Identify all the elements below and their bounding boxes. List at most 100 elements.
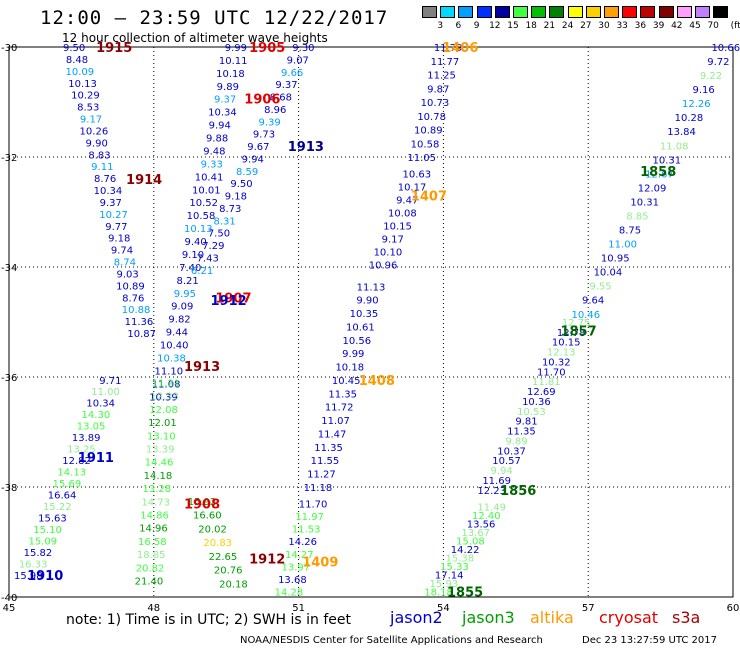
colorbar-tick-label: 27 — [580, 21, 592, 31]
swh-value: 10.40 — [160, 341, 189, 352]
swh-value: 9.16 — [693, 85, 715, 96]
swh-value: 14.30 — [82, 410, 111, 421]
legend-jason2: jason2 — [390, 608, 443, 627]
colorbar-swatch — [440, 6, 456, 18]
swh-value: 10.34 — [208, 108, 237, 119]
swh-value: 11.21 — [152, 379, 181, 390]
swh-value: 7.43 — [197, 253, 219, 264]
swh-value: 14.46 — [145, 458, 174, 469]
swh-value: 10.88 — [122, 305, 151, 316]
swh-value: 9.73 — [253, 130, 275, 141]
colorbar-swatch — [658, 6, 674, 18]
swh-value: 10.13 — [68, 79, 97, 90]
swh-value: 10.73 — [421, 98, 450, 109]
swh-value: 12.13 — [547, 348, 576, 359]
swh-value: 11.35 — [507, 427, 536, 438]
swh-value: 11.08 — [152, 379, 181, 390]
swh-value: 7.29 — [202, 241, 224, 252]
swh-value: 9.90 — [86, 138, 108, 149]
swh-value: 12.82 — [62, 456, 91, 467]
swh-value: 9.18 — [108, 234, 130, 245]
swh-value: 11.55 — [311, 456, 340, 467]
swh-value: 7.50 — [208, 229, 230, 240]
swh-value: 9.88 — [206, 134, 228, 145]
colorbar-tick-label: 45 — [689, 21, 701, 31]
colorbar-tick-label: 3 — [437, 21, 444, 31]
swh-value: 10.34 — [94, 186, 123, 197]
swh-value: 9.99 — [342, 349, 364, 360]
swh-value: 10.58 — [411, 139, 440, 150]
colorbar-swatch — [494, 6, 510, 18]
colorbar-swatch — [622, 6, 638, 18]
swh-value: 9.89 — [217, 82, 239, 93]
swh-value: 9.07 — [287, 55, 309, 66]
swh-value: 8.73 — [219, 204, 241, 215]
colorbar-swatch — [513, 6, 528, 18]
colorbar-tick-label: 24 — [561, 21, 574, 31]
swh-value: 11.70 — [537, 367, 566, 378]
swh-value: 10.52 — [189, 198, 218, 209]
swh-value: 12.40 — [472, 511, 501, 522]
swh-value: 9.55 — [589, 282, 611, 293]
swh-value: 11.00 — [91, 387, 120, 398]
swh-value: 10.63 — [403, 170, 432, 181]
swh-value: 10.04 — [594, 268, 623, 279]
swh-value: 12.23 — [477, 486, 506, 497]
pass-id-label: 1406 — [442, 41, 478, 56]
swh-value: 10.38 — [157, 353, 186, 364]
colorbar-tick-label: 70 — [707, 21, 719, 31]
colorbar-swatch — [713, 6, 729, 18]
swh-value: 13.28 — [143, 484, 172, 495]
swh-value: 15.63 — [38, 514, 67, 525]
swh-value: 20.83 — [203, 538, 232, 549]
swh-value: 11.25 — [427, 71, 456, 82]
swh-value: 10.11 — [219, 56, 248, 67]
swh-value: 9.82 — [168, 315, 190, 326]
colorbar-tick-label: 9 — [473, 21, 480, 31]
colorbar-tick-label: 39 — [652, 21, 665, 31]
swh-value: 9.10 — [182, 250, 204, 261]
swh-value: 9.37 — [214, 95, 236, 106]
swh-value: 12.78 — [557, 328, 586, 339]
legend-altika: altika — [530, 608, 574, 627]
swh-value: 9.90 — [356, 296, 378, 307]
swh-value: 11.07 — [321, 416, 350, 427]
colorbar-swatch — [676, 6, 692, 18]
swh-value: 11.49 — [477, 502, 506, 513]
swh-value: 10.01 — [192, 185, 221, 196]
pass-id-label: 1855 — [447, 586, 483, 601]
lon-tick-label: 45 — [3, 603, 16, 614]
swh-value: 13.89 — [72, 433, 101, 444]
swh-value: 12.33 — [150, 392, 179, 403]
map-frame — [8, 46, 734, 598]
swh-value: 10.34 — [86, 399, 115, 410]
swh-value: 10.37 — [497, 446, 526, 457]
swh-value: 8.68 — [270, 93, 292, 104]
lat-tick-label: -34 — [1, 263, 17, 274]
pass-id-label: 1409 — [302, 555, 338, 570]
lon-tick-label: 57 — [582, 603, 595, 614]
swh-value: 10.53 — [517, 407, 546, 418]
swh-value: 9.66 — [281, 68, 303, 79]
swh-value: 8.85 — [626, 211, 648, 222]
swh-value: 9.94 — [490, 466, 512, 477]
swh-value: 10.96 — [369, 260, 398, 271]
swh-value: 9.11 — [91, 162, 113, 173]
swh-value: 8.75 — [619, 226, 641, 237]
swh-value: 15.10 — [33, 525, 62, 536]
colorbar-swatch — [585, 6, 601, 18]
pass-id-label: 1912 — [249, 553, 285, 568]
pass-id-label: 1858 — [640, 165, 676, 180]
colorbar-tick-label: 6 — [455, 21, 462, 31]
swh-value: 21.40 — [135, 577, 164, 588]
swh-value: 10.58 — [187, 211, 216, 222]
swh-value: 9.03 — [117, 269, 139, 280]
swh-value: 14.73 — [141, 497, 170, 508]
lat-tick-label: -38 — [1, 483, 17, 494]
colorbar-swatch — [695, 6, 710, 18]
colorbar-swatch — [640, 6, 656, 18]
swh-value: 10.18 — [216, 69, 245, 80]
swh-value: 14.27 — [285, 550, 314, 561]
swh-value: 9.67 — [247, 142, 269, 153]
swh-value: 10.35 — [350, 309, 379, 320]
